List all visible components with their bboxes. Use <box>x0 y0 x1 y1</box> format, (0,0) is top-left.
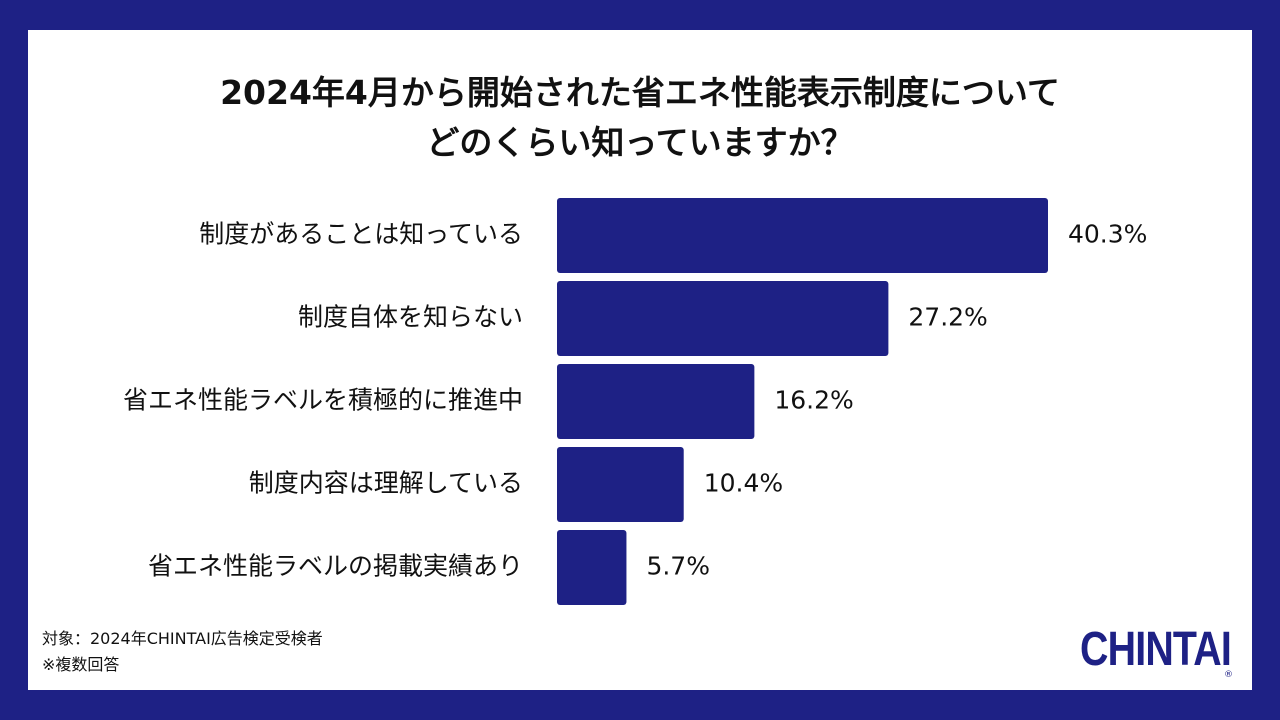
chart-title: 2024年4月から開始された省エネ性能表示制度について どのくらい知っていますか… <box>28 68 1252 168</box>
value-label: 10.4% <box>704 469 783 498</box>
value-label: 5.7% <box>646 552 710 581</box>
chart-title-line-1: 2024年4月から開始された省エネ性能表示制度について <box>220 73 1060 112</box>
footnote-multiple-answers: ※複数回答 <box>42 655 120 674</box>
bar <box>557 364 755 439</box>
category-label: 制度内容は理解している <box>249 469 523 498</box>
chart-card: 2024年4月から開始された省エネ性能表示制度について どのくらい知っていますか… <box>28 30 1252 690</box>
bar-chart: 制度があることは知っている 40.3% 制度自体を知らない 27.2% 省エネ性能ラベル… <box>123 198 1147 605</box>
footnote: 対象：2024年CHINTAI広告検定受検者 ※複数回答 <box>42 626 323 678</box>
value-label: 40.3% <box>1068 220 1147 249</box>
chart-title-line-2: どのくらい知っていますか？ <box>426 123 854 162</box>
category-label: 制度自体を知らない <box>298 303 523 332</box>
category-label: 省エネ性能ラベルの掲載実績あり <box>148 552 523 581</box>
registered-mark: ® <box>1224 670 1233 680</box>
footnote-target: 対象：2024年CHINTAI広告検定受検者 <box>42 629 323 648</box>
bar <box>557 281 889 356</box>
bar <box>557 530 627 605</box>
category-label: 制度があることは知っている <box>199 220 523 249</box>
value-label: 27.2% <box>908 303 987 332</box>
category-label: 省エネ性能ラベルを積極的に推進中 <box>123 386 523 415</box>
chintai-logo: CHINTAI <box>1080 623 1232 676</box>
value-label: 16.2% <box>774 386 853 415</box>
bar <box>557 447 684 522</box>
bar <box>557 198 1048 273</box>
